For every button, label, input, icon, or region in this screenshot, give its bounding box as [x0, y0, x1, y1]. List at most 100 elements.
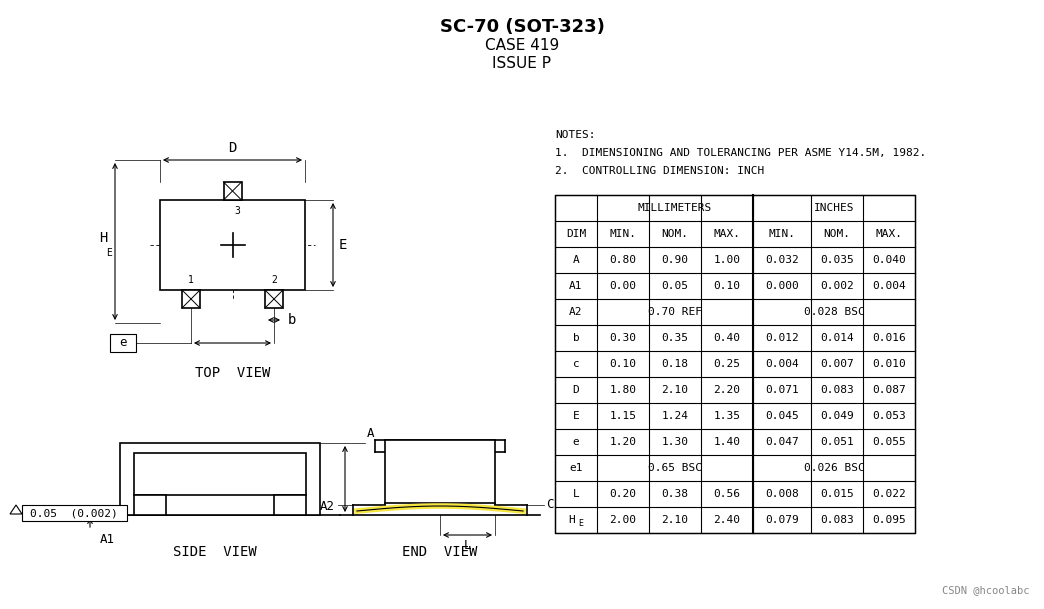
Text: H: H	[569, 515, 575, 525]
Text: b: b	[288, 313, 296, 327]
Text: 0.040: 0.040	[872, 255, 906, 265]
Text: 2.  CONTROLLING DIMENSION: INCH: 2. CONTROLLING DIMENSION: INCH	[555, 166, 764, 176]
Text: 0.049: 0.049	[821, 411, 854, 421]
Text: NOM.: NOM.	[662, 229, 688, 239]
Text: MILLIMETERS: MILLIMETERS	[638, 203, 712, 213]
Text: 0.10: 0.10	[610, 359, 637, 369]
Text: 1.30: 1.30	[662, 437, 688, 447]
Text: D: D	[572, 385, 579, 395]
Text: CSDN @hcoolabc: CSDN @hcoolabc	[943, 585, 1030, 595]
Bar	[223, 182, 241, 200]
Text: 1.20: 1.20	[610, 437, 637, 447]
Text: 0.035: 0.035	[821, 255, 854, 265]
Text: L: L	[464, 539, 471, 552]
Text: 0.000: 0.000	[765, 281, 799, 291]
Text: 0.56: 0.56	[713, 489, 740, 499]
Text: 0.007: 0.007	[821, 359, 854, 369]
Text: 0.70 REF: 0.70 REF	[648, 307, 702, 317]
Text: 0.012: 0.012	[765, 333, 799, 343]
Text: 3: 3	[235, 206, 240, 216]
Text: 0.026 BSC: 0.026 BSC	[804, 463, 864, 473]
Text: e: e	[119, 337, 126, 350]
Text: 1.15: 1.15	[610, 411, 637, 421]
Text: 0.004: 0.004	[765, 359, 799, 369]
Text: 0.004: 0.004	[872, 281, 906, 291]
Text: 1.24: 1.24	[662, 411, 688, 421]
Text: 0.65 BSC: 0.65 BSC	[648, 463, 702, 473]
Text: 0.18: 0.18	[662, 359, 688, 369]
Bar	[555, 195, 915, 533]
Text: MAX.: MAX.	[876, 229, 902, 239]
Text: 0.079: 0.079	[765, 515, 799, 525]
Text: NOM.: NOM.	[824, 229, 851, 239]
Bar	[182, 290, 200, 308]
Text: 1.80: 1.80	[610, 385, 637, 395]
Bar	[120, 443, 321, 515]
Text: 0.008: 0.008	[765, 489, 799, 499]
Text: 0.028 BSC: 0.028 BSC	[804, 307, 864, 317]
Text: e1: e1	[569, 463, 583, 473]
Text: INCHES: INCHES	[813, 203, 854, 213]
Text: 0.083: 0.083	[821, 385, 854, 395]
Text: E: E	[339, 238, 348, 252]
Text: H: H	[98, 230, 106, 244]
Text: CASE 419: CASE 419	[484, 38, 560, 53]
Text: c: c	[572, 359, 579, 369]
Text: 1.00: 1.00	[713, 255, 740, 265]
Text: A2: A2	[321, 501, 335, 513]
Text: 0.30: 0.30	[610, 333, 637, 343]
Text: E: E	[578, 519, 584, 529]
Text: L: L	[572, 489, 579, 499]
Bar	[22, 505, 127, 521]
Text: NOTES:: NOTES:	[555, 130, 595, 140]
Text: 0.051: 0.051	[821, 437, 854, 447]
Text: ISSUE P: ISSUE P	[493, 56, 551, 71]
Text: 0.00: 0.00	[610, 281, 637, 291]
Text: 0.016: 0.016	[872, 333, 906, 343]
Text: 0.40: 0.40	[713, 333, 740, 343]
Text: 1: 1	[188, 275, 194, 285]
Bar	[110, 334, 136, 352]
Text: 2.10: 2.10	[662, 385, 688, 395]
Text: 0.80: 0.80	[610, 255, 637, 265]
Text: 0.055: 0.055	[872, 437, 906, 447]
Text: 0.032: 0.032	[765, 255, 799, 265]
Text: D: D	[229, 141, 237, 155]
Text: b: b	[572, 333, 579, 343]
Text: 0.10: 0.10	[713, 281, 740, 291]
Text: 0.045: 0.045	[765, 411, 799, 421]
Text: SC-70 (SOT-323): SC-70 (SOT-323)	[440, 18, 604, 36]
Text: 0.014: 0.014	[821, 333, 854, 343]
Text: 0.38: 0.38	[662, 489, 688, 499]
Text: E: E	[106, 247, 112, 258]
Text: 2.10: 2.10	[662, 515, 688, 525]
Text: 0.002: 0.002	[821, 281, 854, 291]
Bar	[385, 440, 495, 503]
Text: MIN.: MIN.	[610, 229, 637, 239]
Text: 0.053: 0.053	[872, 411, 906, 421]
Text: 0.015: 0.015	[821, 489, 854, 499]
Text: e: e	[572, 437, 579, 447]
Text: END  VIEW: END VIEW	[402, 545, 478, 559]
Text: 0.022: 0.022	[872, 489, 906, 499]
Text: E: E	[572, 411, 579, 421]
Text: 2: 2	[271, 275, 277, 285]
Text: 0.071: 0.071	[765, 385, 799, 395]
Bar	[265, 290, 283, 308]
Text: 0.095: 0.095	[872, 515, 906, 525]
Text: 0.20: 0.20	[610, 489, 637, 499]
Text: 2.40: 2.40	[713, 515, 740, 525]
Polygon shape	[10, 505, 22, 514]
Text: 0.35: 0.35	[662, 333, 688, 343]
Text: A: A	[367, 427, 375, 440]
Text: 0.047: 0.047	[765, 437, 799, 447]
Text: 0.90: 0.90	[662, 255, 688, 265]
Text: 0.05: 0.05	[662, 281, 688, 291]
Text: C: C	[546, 499, 553, 512]
Text: 2.00: 2.00	[610, 515, 637, 525]
Text: TOP  VIEW: TOP VIEW	[195, 366, 270, 380]
Text: 0.05  (0.002): 0.05 (0.002)	[30, 508, 118, 518]
Text: 0.010: 0.010	[872, 359, 906, 369]
Text: DIM: DIM	[566, 229, 586, 239]
Bar	[160, 200, 305, 290]
